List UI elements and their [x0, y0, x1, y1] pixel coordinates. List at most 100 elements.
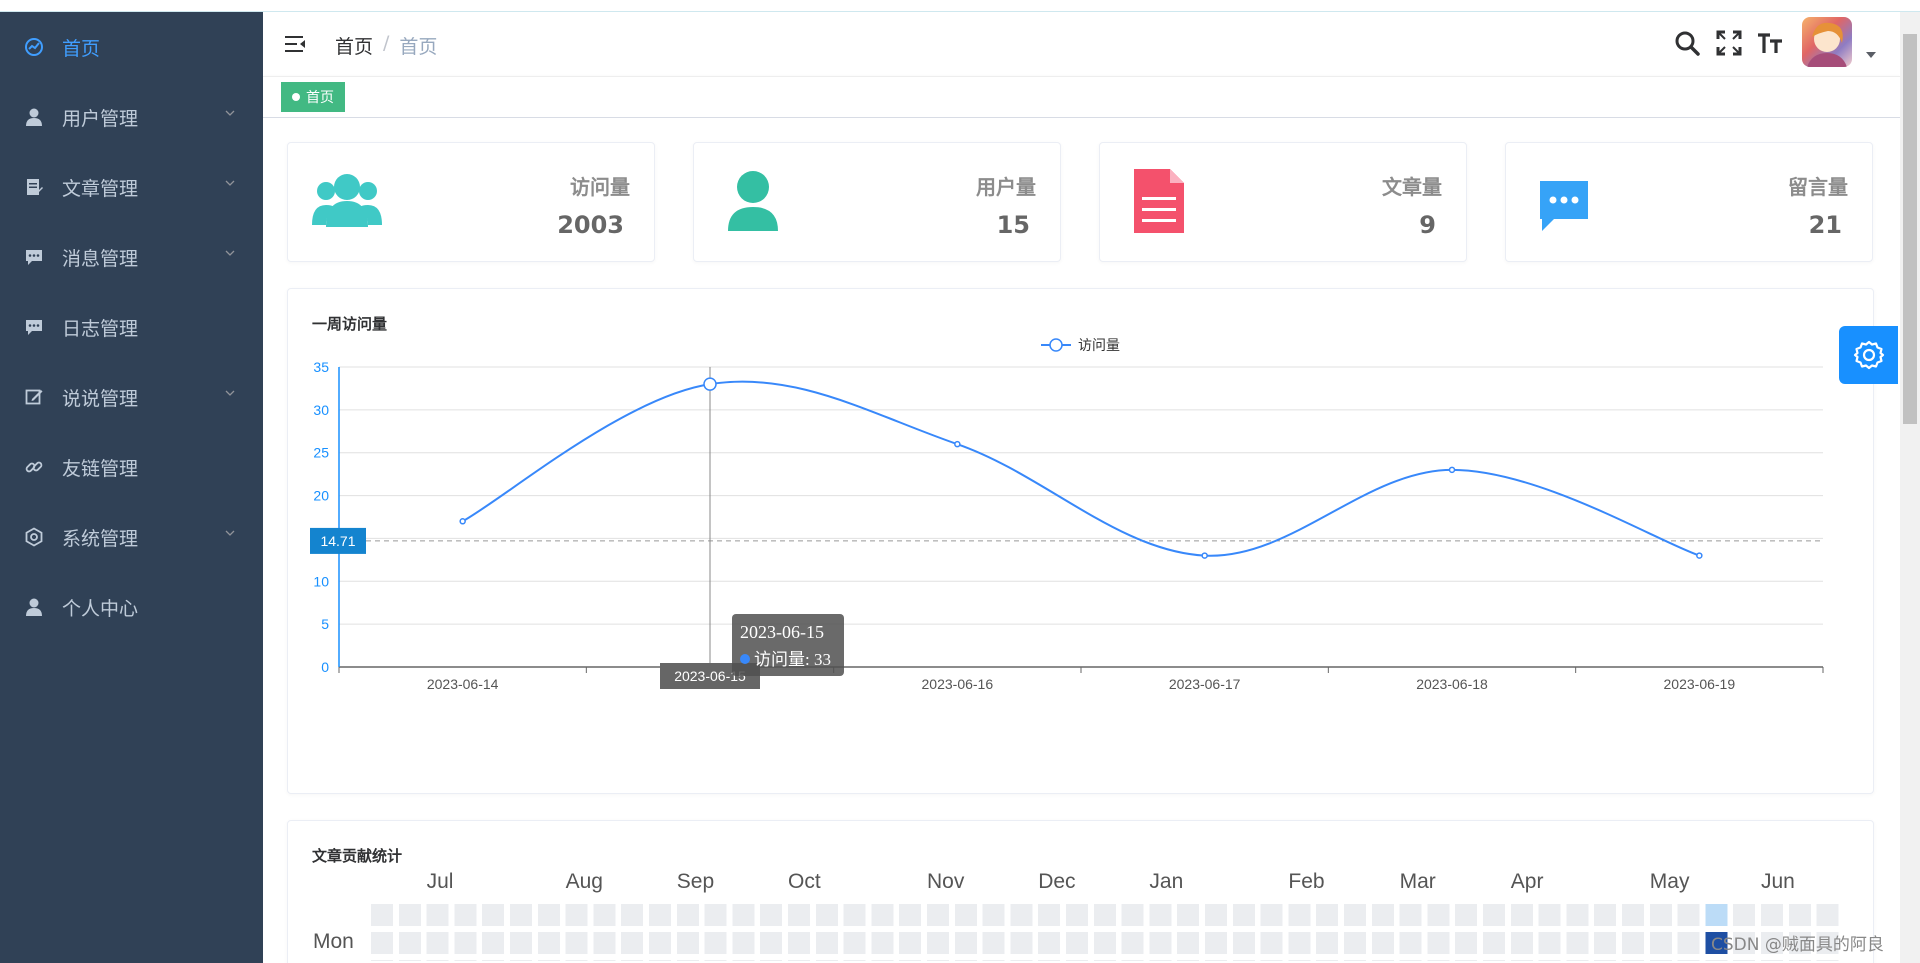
chat-icon: [1540, 181, 1588, 231]
settings-button[interactable]: [1839, 326, 1898, 384]
heatmap-cell: [1177, 904, 1200, 926]
system-icon: [24, 527, 44, 547]
heatmap-cell: [1566, 904, 1589, 926]
heatmap-cell: [1399, 904, 1422, 926]
heatmap-cell: [704, 960, 727, 961]
stat-title: 文章量: [1382, 175, 1442, 199]
sidebar-item-label: 友链管理: [62, 457, 139, 480]
heatmap-cell: [454, 904, 477, 926]
heatmap-cell: [454, 932, 477, 954]
page-scrollbar[interactable]: [1900, 12, 1920, 963]
heatmap-cell: [1761, 904, 1783, 926]
heatmap-cell: [1677, 904, 1700, 926]
heatmap-cell: [1149, 960, 1172, 961]
sidebar-item-user-management[interactable]: 用户管理: [0, 82, 263, 152]
sidebar-item-log-management[interactable]: 日志管理: [0, 292, 263, 362]
breadcrumb-item-home[interactable]: 首页: [335, 36, 374, 58]
legend-label: 访问量: [1078, 337, 1120, 353]
sidebar-item-system-management[interactable]: 系统管理: [0, 502, 263, 572]
month-label: May: [1650, 870, 1690, 893]
month-label: Aug: [566, 870, 603, 893]
sidebar-item-friend-link-management[interactable]: 友链管理: [0, 432, 263, 502]
search-icon[interactable]: [1673, 29, 1701, 57]
heatmap-cell: [704, 904, 727, 926]
y-tick-label: 25: [313, 445, 329, 461]
data-point: [1696, 552, 1703, 559]
contribution-title: 文章贡献统计: [312, 847, 403, 865]
heatmap-cell: [1677, 932, 1700, 954]
chevron-down-icon: [225, 530, 235, 536]
heatmap-cell: [1788, 904, 1811, 926]
heatmap-cell: [1705, 960, 1728, 961]
y-tick-label: 0: [321, 659, 329, 675]
heatmap-cell: [1510, 960, 1533, 961]
font-size-icon[interactable]: [1756, 29, 1784, 57]
stat-card-articles[interactable]: 文章量 9: [1099, 142, 1467, 262]
sidebar-item-label: 消息管理: [62, 247, 139, 270]
heatmap-cell: [788, 904, 810, 926]
active-dot-icon: [292, 93, 300, 101]
heatmap-cell: [1399, 960, 1422, 961]
visit-line-chart[interactable]: 访问量 2023-06-142023-06-152023-06-162023-0…: [288, 289, 1873, 793]
heatmap-cell: [982, 932, 1005, 954]
heatmap-cell: [1538, 904, 1561, 926]
contribution-heatmap[interactable]: Jul Aug Sep Oct Nov Dec Jan Feb Mar Apr May Jun Mon: [288, 821, 1873, 961]
heatmap-cell: [1038, 932, 1061, 954]
avatar[interactable]: [1802, 17, 1852, 67]
heatmap-cell: [1455, 960, 1478, 961]
sidebar-item-article-management[interactable]: 文章管理: [0, 152, 263, 222]
heatmap-cell: [732, 932, 755, 954]
sidebar-item-home[interactable]: 首页: [0, 12, 263, 82]
heatmap-cell: [1177, 960, 1200, 961]
top-border: [0, 0, 1920, 12]
stat-card-messages[interactable]: 留言量 21: [1505, 142, 1873, 262]
month-label: Jul: [427, 870, 454, 893]
heatmap-cell: [676, 960, 699, 961]
hamburger-icon[interactable]: [283, 32, 307, 56]
heatmap-cell: [1510, 932, 1533, 954]
heatmap-cell: [1677, 960, 1700, 961]
breadcrumb-separator: /: [383, 32, 390, 54]
stat-card-users[interactable]: 用户量 15: [693, 142, 1061, 262]
heatmap-cell: [1371, 960, 1394, 961]
stat-card-visits[interactable]: 访问量 2003: [287, 142, 655, 262]
breadcrumb-item-current: 首页: [399, 36, 438, 58]
scrollbar-thumb[interactable]: [1903, 34, 1917, 424]
heatmap-cell: [815, 904, 838, 926]
month-label: Feb: [1288, 870, 1324, 893]
heatmap-cell: [1594, 932, 1617, 954]
sidebar-item-talk-management[interactable]: 说说管理: [0, 362, 263, 432]
heatmap-cell: [1121, 904, 1144, 926]
heatmap-cell: [1705, 904, 1728, 926]
heatmap-cell: [1649, 960, 1672, 961]
heatmap-cell: [760, 932, 783, 954]
heatmap-cell: [593, 932, 616, 954]
fullscreen-icon[interactable]: [1715, 29, 1743, 57]
chevron-down-icon: [225, 110, 235, 116]
heatmap-cell: [1038, 960, 1061, 961]
caret-down-icon[interactable]: [1866, 52, 1876, 58]
chevron-down-icon: [225, 180, 235, 186]
sidebar-item-label: 个人中心: [62, 597, 139, 620]
heatmap-cell: [1010, 960, 1033, 961]
sidebar-item-message-management[interactable]: 消息管理: [0, 222, 263, 292]
heatmap-cell: [760, 904, 783, 926]
heatmap-cell: [1344, 932, 1366, 954]
log-icon: [24, 317, 44, 337]
stat-title: 留言量: [1788, 175, 1848, 199]
breadcrumb: 首页 / 首页: [335, 32, 437, 59]
x-tick-label: 2023-06-16: [922, 676, 994, 692]
heatmap-cell: [1622, 932, 1644, 954]
heatmap-cell: [1038, 904, 1061, 926]
chart-legend[interactable]: 访问量: [1041, 337, 1120, 353]
heatmap-cell: [1455, 932, 1478, 954]
user-icon: [24, 107, 44, 127]
message-icon: [24, 247, 44, 267]
heatmap-cell: [1093, 960, 1116, 961]
article-icon: [24, 177, 44, 197]
heatmap-cell: [760, 960, 783, 961]
sidebar-item-label: 用户管理: [62, 107, 139, 130]
heatmap-cell: [565, 960, 588, 961]
sidebar-item-personal-center[interactable]: 个人中心: [0, 572, 263, 642]
tag-home[interactable]: 首页: [281, 82, 345, 112]
